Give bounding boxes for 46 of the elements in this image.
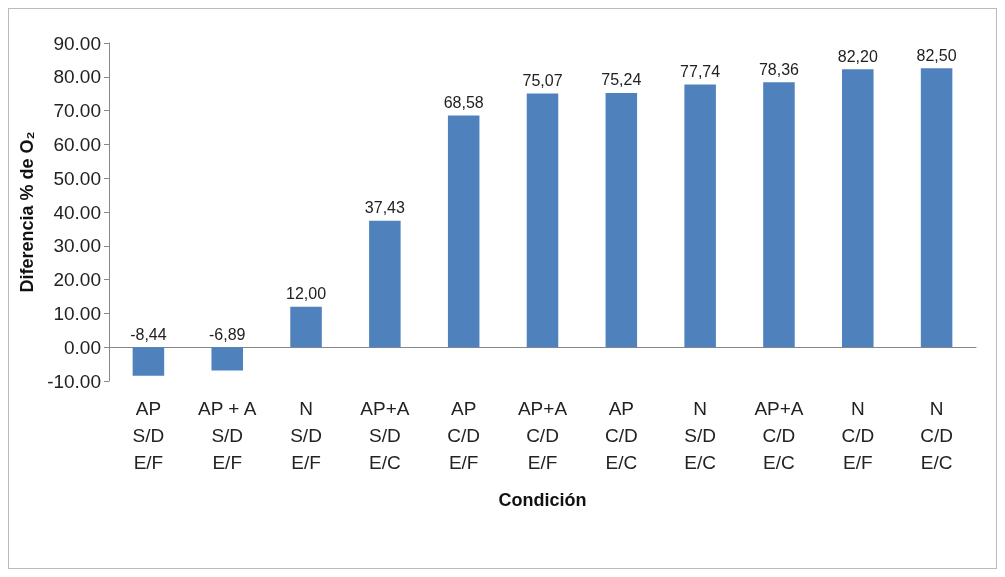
data-label: 68,58	[443, 93, 484, 111]
data-label: 78,36	[758, 60, 800, 78]
x-tick-label: AP + A S/D E/F	[198, 398, 257, 473]
data-label: 82,20	[837, 47, 878, 65]
x-tick-label: AP+A C/D E/C	[754, 398, 804, 473]
bar	[763, 82, 795, 348]
bar	[290, 306, 322, 348]
bar	[684, 84, 716, 348]
data-label: -6,89	[208, 325, 246, 343]
y-tick-label: 10.00	[53, 302, 101, 324]
bar	[526, 93, 559, 348]
x-tick-label: AP+A C/D E/F	[517, 398, 568, 473]
y-tick-label: -10.00	[47, 370, 101, 392]
y-tick-label: 20.00	[53, 269, 101, 291]
bar	[132, 347, 165, 376]
y-tick-label: 30.00	[53, 235, 101, 257]
x-tick-label: AP C/D E/F	[447, 398, 481, 473]
data-label: 82,50	[916, 46, 957, 64]
x-tick-label: N C/D E/C	[920, 398, 953, 473]
x-tick-label: AP S/D E/F	[132, 398, 165, 473]
bar	[211, 347, 243, 371]
x-tick-label: AP C/D E/C	[604, 398, 638, 473]
data-label: 37,43	[364, 199, 405, 217]
y-tick-label: 90.00	[53, 32, 101, 54]
x-tick-label: N C/D E/F	[841, 398, 875, 473]
data-label: 12,00	[286, 285, 327, 303]
x-tick-label: N S/D E/F	[290, 398, 322, 473]
y-tick-label: 80.00	[53, 66, 101, 88]
y-tick-label: 40.00	[53, 201, 101, 223]
data-label: -8,44	[130, 325, 167, 343]
y-tick-label: 60.00	[53, 133, 101, 155]
x-tick-label: N S/D E/C	[684, 398, 716, 473]
bar	[842, 69, 874, 348]
data-label: 75,24	[601, 71, 642, 89]
y-tick-label: 0.00	[64, 336, 101, 358]
bar	[920, 68, 953, 348]
x-tick-label: AP+A S/D E/C	[360, 398, 410, 473]
y-tick-label: 50.00	[53, 167, 101, 189]
y-tick-label: 70.00	[53, 100, 101, 122]
bar	[369, 220, 401, 348]
y-axis-title: Diferencia % de O₂	[17, 131, 38, 293]
x-axis-title: Condición	[498, 490, 587, 510]
bar	[447, 115, 480, 348]
data-label: 77,74	[680, 62, 721, 80]
bar	[605, 92, 638, 348]
data-label: 75,07	[522, 71, 563, 89]
